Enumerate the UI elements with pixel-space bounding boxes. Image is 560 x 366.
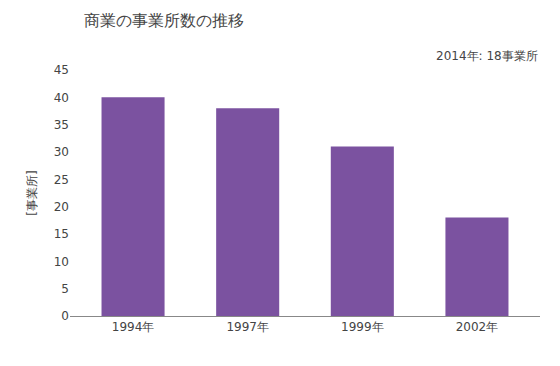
- svg-text:1999年: 1999年: [341, 320, 384, 334]
- svg-text:2014年: 18事業所: 2014年: 18事業所: [436, 49, 538, 63]
- svg-text:25: 25: [54, 173, 69, 187]
- svg-text:10: 10: [54, 255, 69, 269]
- svg-text:30: 30: [54, 145, 69, 159]
- svg-text:0: 0: [61, 309, 69, 323]
- svg-text:20: 20: [54, 200, 69, 214]
- svg-text:1997年: 1997年: [226, 320, 269, 334]
- svg-text:40: 40: [54, 91, 69, 105]
- svg-text:45: 45: [54, 63, 69, 77]
- svg-text:35: 35: [54, 118, 69, 132]
- svg-text:1994年: 1994年: [112, 320, 155, 334]
- svg-text:5: 5: [61, 282, 69, 296]
- svg-text:15: 15: [54, 227, 69, 241]
- svg-text:商業の事業所数の推移: 商業の事業所数の推移: [84, 11, 244, 30]
- svg-text:2002年: 2002年: [456, 320, 499, 334]
- svg-text:[事業所]: [事業所]: [25, 170, 39, 215]
